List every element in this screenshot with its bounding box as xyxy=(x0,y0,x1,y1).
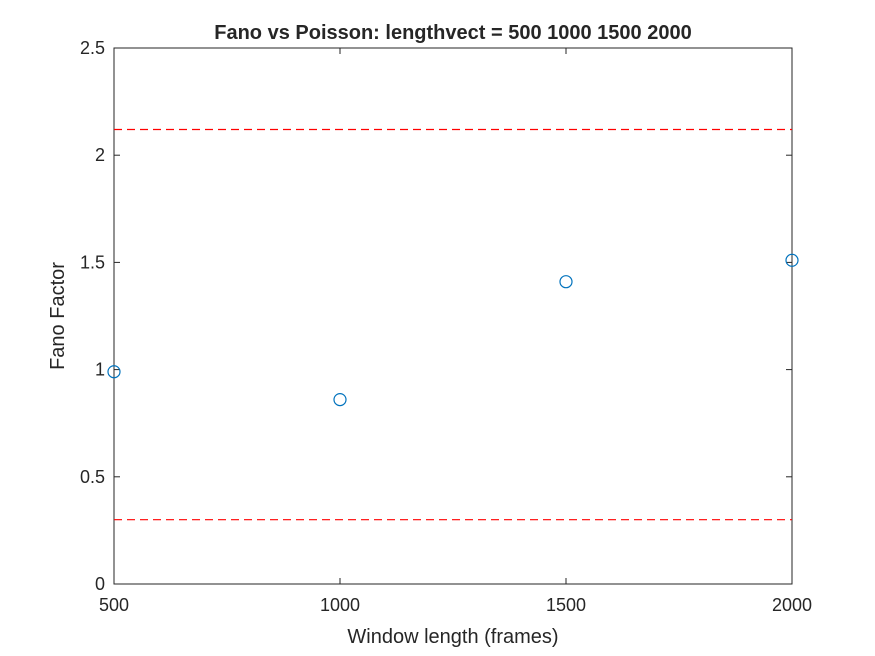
x-tick-label: 500 xyxy=(99,595,129,615)
x-axis-ticks: 500 1000 1500 2000 xyxy=(99,48,812,615)
y-axis-label: Fano Factor xyxy=(47,262,69,370)
x-tick-label: 1500 xyxy=(546,595,586,615)
x-tick-label: 1000 xyxy=(320,595,360,615)
data-point xyxy=(107,365,121,379)
plot-area: 500 1000 1500 2000 0 0.5 1 1.5 2 2.5 xyxy=(80,38,812,615)
y-tick-label: 1.5 xyxy=(80,252,105,272)
data-point xyxy=(785,253,799,267)
y-tick-label: 2 xyxy=(95,145,105,165)
x-tick-label: 2000 xyxy=(772,595,812,615)
chart-title: Fano vs Poisson: lengthvect = 500 1000 1… xyxy=(214,22,691,44)
axes-box xyxy=(113,47,793,585)
y-tick-label: 0 xyxy=(95,574,105,594)
y-tick-label: 2.5 xyxy=(80,38,105,58)
y-tick-label: 0.5 xyxy=(80,467,105,487)
data-point xyxy=(559,275,573,289)
x-axis-label: Window length (frames) xyxy=(347,626,558,648)
data-points xyxy=(107,253,799,407)
reference-lines xyxy=(114,128,792,521)
y-axis-ticks: 0 0.5 1 1.5 2 2.5 xyxy=(80,38,792,594)
y-tick-label: 1 xyxy=(95,360,105,380)
data-point xyxy=(333,393,347,407)
